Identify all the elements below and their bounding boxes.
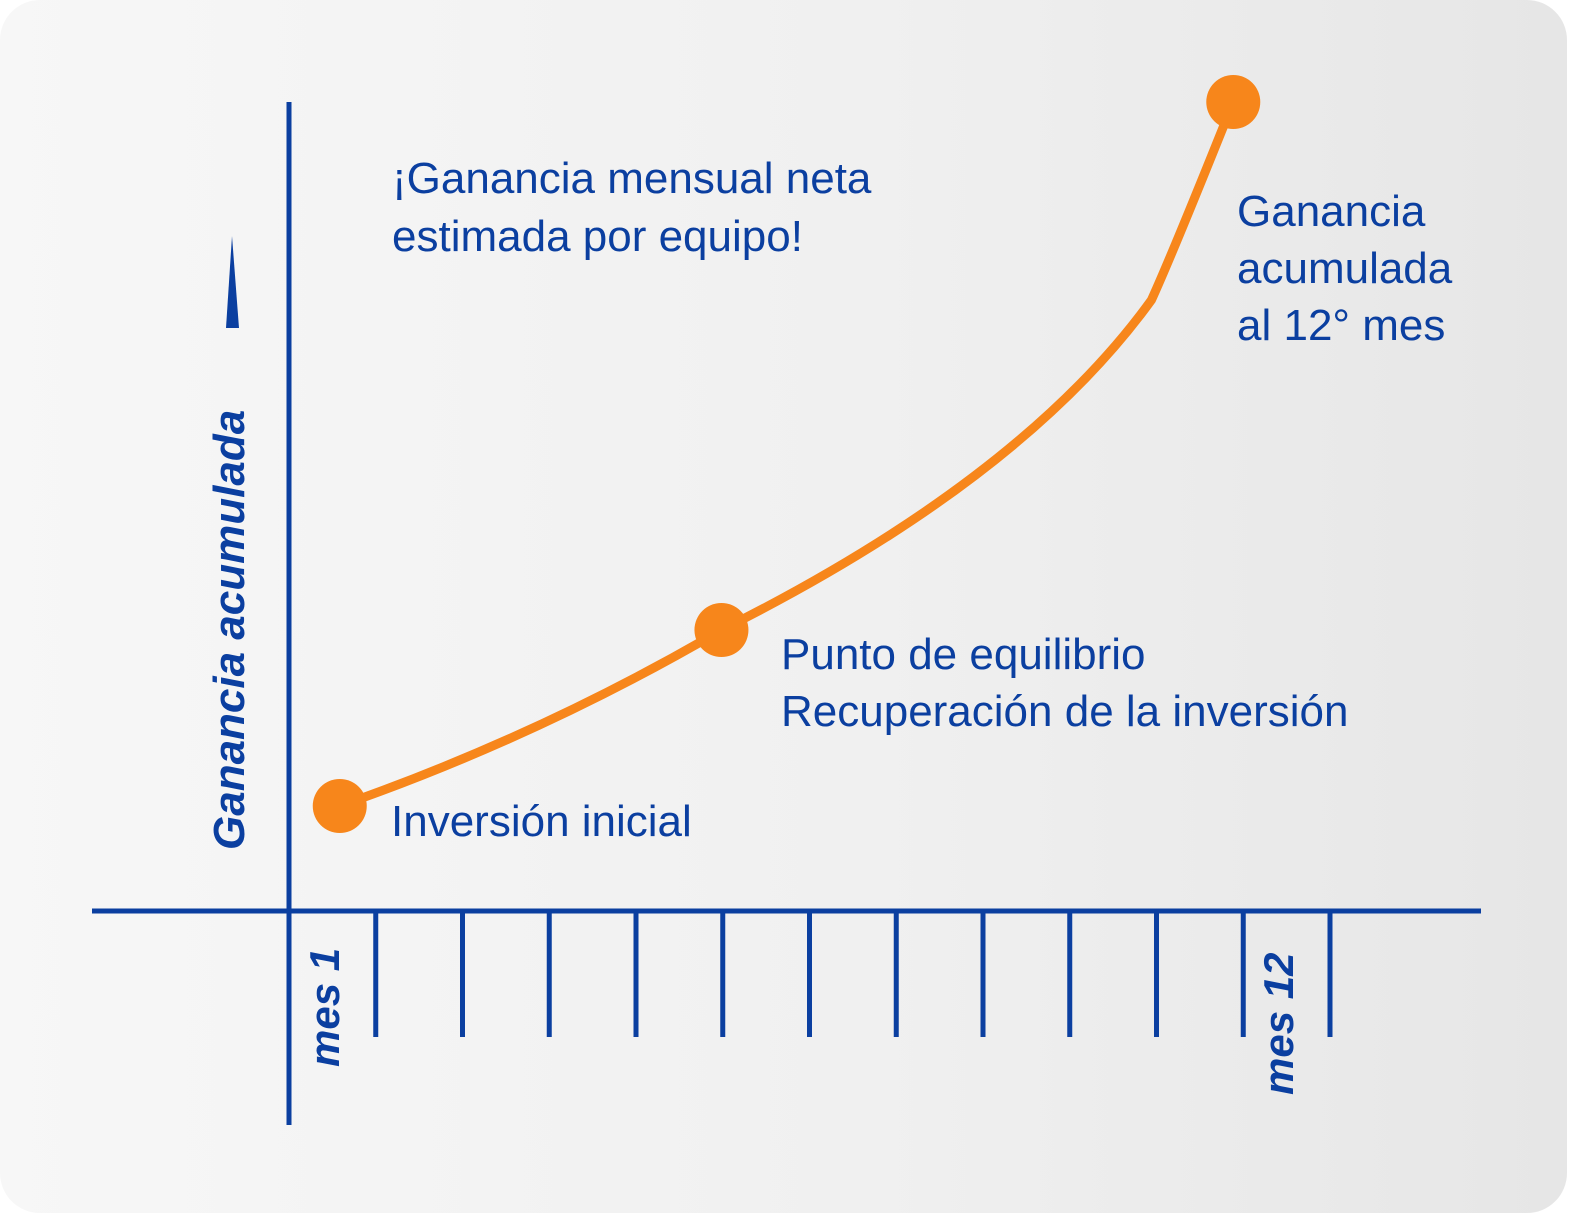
series-points [312,75,1261,833]
point-label-month12: Ganancia acumulada al 12° mes [1237,187,1465,350]
annotation-line-1: ¡Ganancia mensual neta [392,154,872,203]
series-curve [335,97,1238,811]
x-ticks [373,911,1333,1037]
point-label-breakeven: Punto de equilibrio Recuperación de la i… [781,630,1348,736]
data-point-1 [312,779,367,833]
y-axis-title: Ganancia acumulada [205,410,254,850]
y-axis-arrow-icon [226,236,239,328]
annotation-line-2: estimada por equipo! [392,212,803,261]
month12-line-2: acumulada [1237,244,1453,293]
data-point-2 [694,603,749,657]
annotation-title: ¡Ganancia mensual neta estimada por equi… [392,154,884,261]
breakeven-line-2: Recuperación de la inversión [781,687,1348,736]
x-tick-label-1: mes 1 [301,948,348,1067]
breakeven-line-1: Punto de equilibrio [781,630,1145,679]
x-tick-label-12: mes 12 [1255,953,1302,1095]
x-tick-labels: mes 1 mes 12 [301,948,1302,1095]
data-point-3 [1206,75,1261,129]
point-label-initial: Inversión inicial [391,797,692,846]
month12-line-1: Ganancia [1237,187,1426,236]
month12-line-3: al 12° mes [1237,301,1445,350]
